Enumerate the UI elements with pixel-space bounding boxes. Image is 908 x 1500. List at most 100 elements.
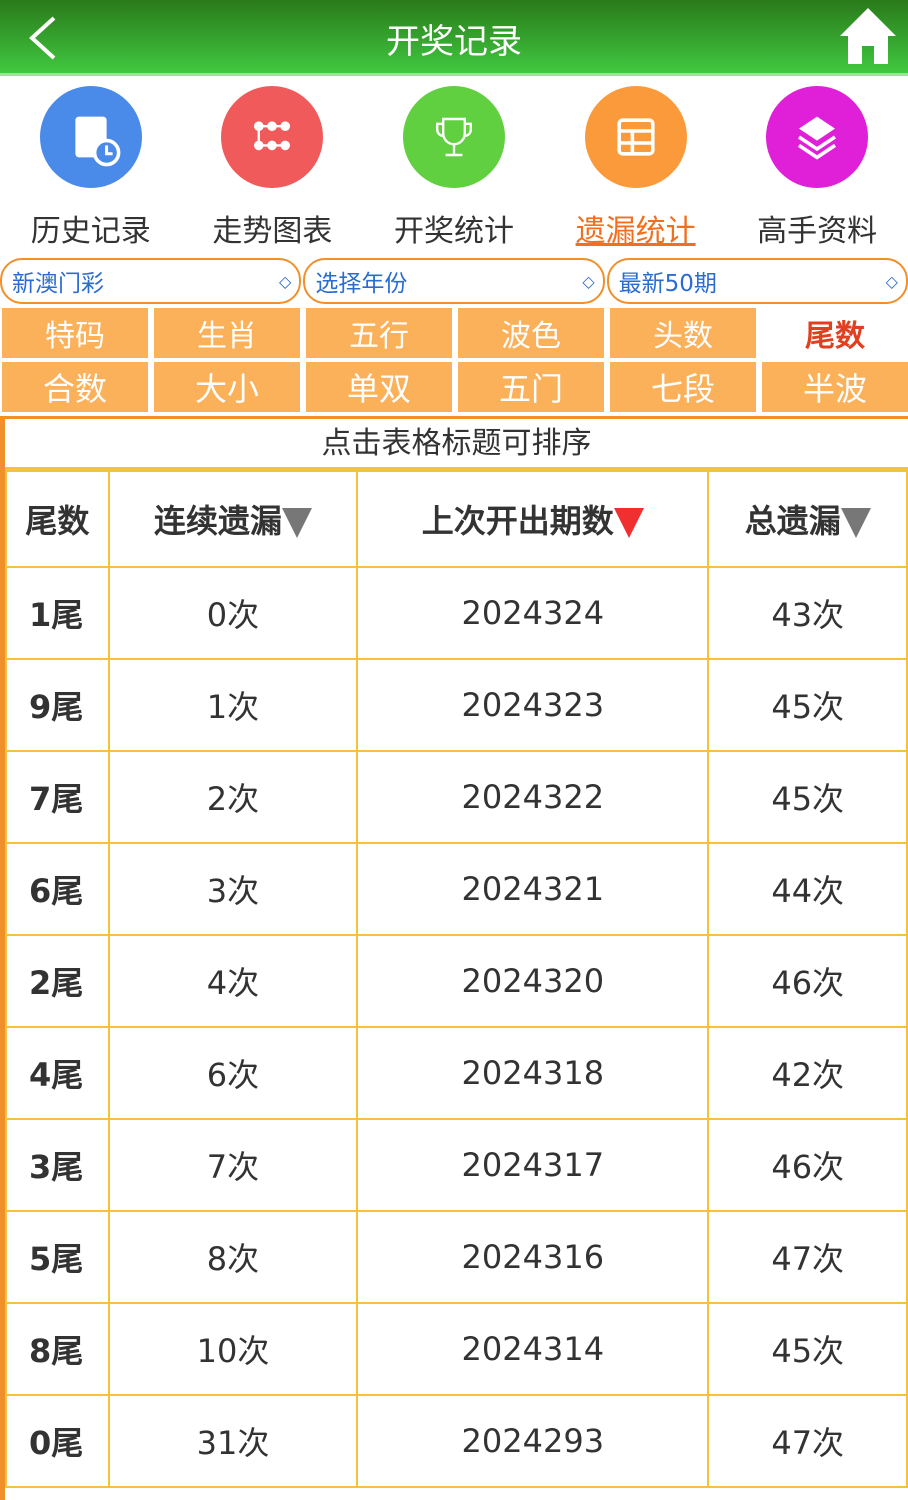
consecutive-cell: 3次 xyxy=(107,842,359,936)
total-cell: 42次 xyxy=(707,1026,908,1120)
total-cell: 43次 xyxy=(707,566,908,660)
last-draw-cell: 2024293 xyxy=(356,1394,710,1488)
tail-cell: 1尾 xyxy=(5,566,110,660)
last-draw-cell: 2024317 xyxy=(356,1118,710,1212)
feature-nav: 历史记录 走势图表 开奖统计 遗漏统计 高手资料 xyxy=(0,76,908,256)
last-draw-cell: 2024323 xyxy=(356,658,710,752)
nav-label: 开奖统计 xyxy=(393,214,514,249)
consecutive-cell: 7次 xyxy=(107,1118,359,1212)
table-row: 7尾 2次 2024322 45次 xyxy=(5,750,908,844)
table-row: 1尾 0次 2024324 43次 xyxy=(5,566,908,660)
consecutive-cell: 4次 xyxy=(107,934,359,1028)
tab[interactable]: 头数 xyxy=(610,308,756,358)
range-select-value: 最新50期 xyxy=(618,271,717,297)
total-cell: 46次 xyxy=(707,1118,908,1212)
trophy-icon xyxy=(402,86,505,188)
consecutive-cell: 31次 xyxy=(107,1394,359,1488)
clipboard-clock-icon xyxy=(39,86,142,188)
year-select[interactable]: 选择年份 ◇ xyxy=(303,258,605,304)
table-row: 5尾 8次 2024316 47次 xyxy=(5,1210,908,1304)
tab[interactable]: 大小 xyxy=(154,362,300,412)
total-cell: 46次 xyxy=(707,934,908,1028)
last-draw-cell: 2024322 xyxy=(356,750,710,844)
top-bar: 开奖记录 xyxy=(0,0,908,76)
tab[interactable]: 生肖 xyxy=(154,308,300,358)
header-label: 上次开出期数 xyxy=(421,502,614,540)
tail-cell: 0尾 xyxy=(5,1394,110,1488)
consecutive-cell: 8次 xyxy=(107,1210,359,1304)
tab[interactable]: 五行 xyxy=(306,308,452,358)
nav-item-trophy[interactable]: 开奖统计 xyxy=(363,76,545,256)
tab[interactable]: 波色 xyxy=(458,308,604,358)
total-cell: 45次 xyxy=(707,658,908,752)
header-label: 尾数 xyxy=(25,502,90,540)
tab[interactable]: 合数 xyxy=(2,362,148,412)
table-row: 4尾 6次 2024318 42次 xyxy=(5,1026,908,1120)
updown-icon: ◇ xyxy=(582,271,595,291)
header-last-draw[interactable]: 上次开出期数 xyxy=(356,470,710,568)
layers-icon xyxy=(766,86,869,188)
nav-label: 历史记录 xyxy=(30,214,151,249)
tail-cell: 7尾 xyxy=(5,750,110,844)
table-caption: 点击表格标题可排序 xyxy=(5,416,908,470)
consecutive-cell: 0次 xyxy=(107,566,359,660)
lottery-select-value: 新澳门彩 xyxy=(12,271,104,297)
nav-item-layers[interactable]: 高手资料 xyxy=(726,76,908,256)
total-cell: 47次 xyxy=(707,1394,908,1488)
tab[interactable]: 单双 xyxy=(306,362,452,412)
sort-down-icon xyxy=(281,508,312,538)
tail-cell: 9尾 xyxy=(5,658,110,752)
last-draw-cell: 2024324 xyxy=(356,566,710,660)
consecutive-cell: 1次 xyxy=(107,658,359,752)
nav-label: 遗漏统计 xyxy=(575,214,696,249)
chart-nodes-icon xyxy=(221,86,324,188)
lottery-select[interactable]: 新澳门彩 ◇ xyxy=(0,258,302,304)
sort-down-icon xyxy=(840,508,871,538)
nav-item-chart-nodes[interactable]: 走势图表 xyxy=(182,76,364,256)
tab[interactable]: 半波 xyxy=(762,362,908,412)
tail-cell: 6尾 xyxy=(5,842,110,936)
total-cell: 45次 xyxy=(707,750,908,844)
sort-down-icon-active xyxy=(613,508,644,538)
nav-label: 走势图表 xyxy=(212,214,333,249)
consecutive-cell: 2次 xyxy=(107,750,359,844)
table-row: 0尾 31次 2024293 47次 xyxy=(5,1394,908,1488)
total-cell: 45次 xyxy=(707,1302,908,1396)
updown-icon: ◇ xyxy=(279,271,292,291)
total-cell: 47次 xyxy=(707,1210,908,1304)
header-consecutive[interactable]: 连续遗漏 xyxy=(107,470,359,568)
tail-cell: 3尾 xyxy=(5,1118,110,1212)
header-label: 连续遗漏 xyxy=(153,502,282,540)
back-icon[interactable] xyxy=(26,14,66,62)
last-draw-cell: 2024316 xyxy=(356,1210,710,1304)
home-icon[interactable] xyxy=(838,6,898,66)
table-grid-icon xyxy=(584,86,687,188)
range-select[interactable]: 最新50期 ◇ xyxy=(606,258,908,304)
last-draw-cell: 2024321 xyxy=(356,842,710,936)
tab[interactable]: 五门 xyxy=(458,362,604,412)
table-row: 3尾 7次 2024317 46次 xyxy=(5,1118,908,1212)
last-draw-cell: 2024320 xyxy=(356,934,710,1028)
table-row: 9尾 1次 2024323 45次 xyxy=(5,658,908,752)
tail-cell: 4尾 xyxy=(5,1026,110,1120)
header-label: 总遗漏 xyxy=(744,502,841,540)
header-total[interactable]: 总遗漏 xyxy=(707,470,908,568)
table-row: 6尾 3次 2024321 44次 xyxy=(5,842,908,936)
page-title: 开奖记录 xyxy=(386,22,522,62)
table-row: 2尾 4次 2024320 46次 xyxy=(5,934,908,1028)
nav-label: 高手资料 xyxy=(757,214,878,249)
tab-active[interactable]: 尾数 xyxy=(762,308,908,358)
year-select-value: 选择年份 xyxy=(315,271,408,297)
header-tail[interactable]: 尾数 xyxy=(5,470,110,568)
total-cell: 44次 xyxy=(707,842,908,936)
filter-bar: 新澳门彩 ◇ 选择年份 ◇ 最新50期 ◇ xyxy=(0,258,908,304)
last-draw-cell: 2024318 xyxy=(356,1026,710,1120)
nav-item-table-grid[interactable]: 遗漏统计 xyxy=(545,76,727,256)
nav-item-clipboard-clock[interactable]: 历史记录 xyxy=(0,76,182,256)
category-tabs-row2: 合数 大小 单双 五门 七段 半波 xyxy=(0,362,908,412)
omission-table-panel: 点击表格标题可排序 尾数 连续遗漏 上次开出期数 总遗漏 1尾 0次 2024324… xyxy=(0,416,908,1500)
tail-cell: 8尾 xyxy=(5,1302,110,1396)
tab[interactable]: 特码 xyxy=(2,308,148,358)
category-tabs-row1: 特码 生肖 五行 波色 头数 尾数 xyxy=(0,308,908,358)
tab[interactable]: 七段 xyxy=(610,362,756,412)
